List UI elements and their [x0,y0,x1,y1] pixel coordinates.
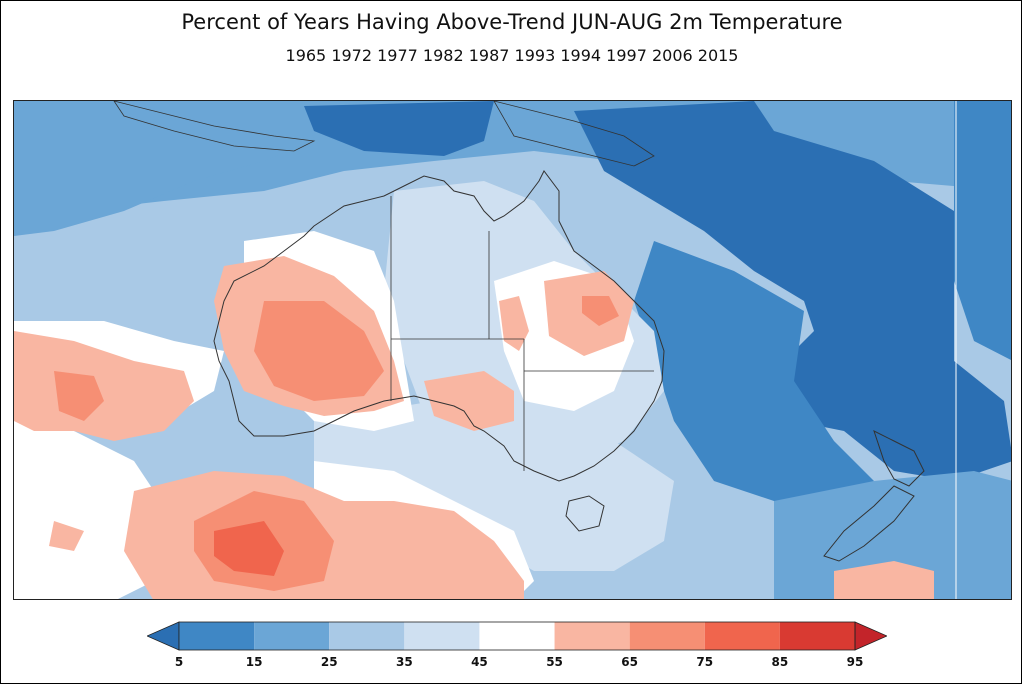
contour-band-75-85-southern-ocean [214,521,284,576]
colorbar-tick-label: 45 [471,655,488,669]
contour-band-55-65-west-coast [14,331,194,441]
colorbar-border [178,621,856,651]
contour-band-55-65-cape-york [499,296,529,351]
colorbar-arrow-high [854,621,887,651]
indonesia-coastline [113,101,316,152]
colorbar-tick-label: 75 [696,655,714,669]
new-guinea-coastline [493,101,655,167]
colorbar-tick-label: 85 [771,655,789,669]
colorbar-cell [779,622,855,650]
colorbar-cell [554,622,630,650]
colorbar-cell [704,622,780,650]
colorbar-cell [404,622,480,650]
colorbar-cell [179,622,255,650]
contour-band-15-25-northwest [14,101,314,236]
contour-band-55-65-nsw [49,521,84,551]
contour-band-15-25-east [634,241,874,511]
colorbar-tick-label: 15 [245,655,263,669]
colorbar-tick-label: 55 [546,655,563,669]
contour-band-5-15-arafura [304,101,494,156]
colorbar-tick-label: 65 [621,655,639,669]
contour-band-65-75-western-australia [254,301,384,401]
colorbar-cell [329,622,405,650]
map-subtitle: 1965 1972 1977 1982 1987 1993 1994 1997 … [285,46,739,65]
colorbar-tick-label: 35 [395,655,413,669]
colorbar-cell [254,622,330,650]
new-zealand-south-island [823,485,915,562]
contour-band-35-45-south [314,401,674,571]
colorbar-tick-label: 25 [320,655,338,669]
contour-band-25-35-south-east [774,471,1011,599]
contour-band-65-75-queensland [582,296,619,326]
tasmania-coastline [565,495,605,532]
colorbar-arrow-low [147,621,180,651]
contour-band-15-25-tasman [954,101,1011,360]
contour-band-55-65-new-zealand-south [834,561,934,599]
colorbar-tick-label: 95 [846,655,864,669]
contour-band-55-65-south-australia [424,371,514,431]
contour-band-5-15-coral-sea [574,101,1011,481]
temperature-map [13,100,1012,600]
new-zealand-north-island [873,430,925,487]
colorbar-tick-label: 5 [174,655,184,669]
contour-band-65-75-west-coast [54,371,104,421]
australia-coastline [213,170,665,482]
colorbar-cell [629,622,705,650]
colorbar [147,621,887,651]
map-title: Percent of Years Having Above-Trend JUN-… [181,10,843,34]
colorbar-cell [479,622,555,650]
